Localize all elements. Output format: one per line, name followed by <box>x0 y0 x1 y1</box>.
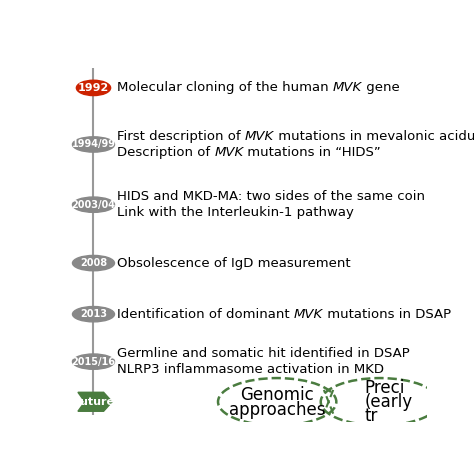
Ellipse shape <box>73 197 115 212</box>
Text: Molecular cloning of the human: Molecular cloning of the human <box>117 82 333 94</box>
Text: Preci: Preci <box>365 379 405 397</box>
Text: Genomic: Genomic <box>240 386 314 404</box>
Text: MVK: MVK <box>214 146 244 159</box>
Text: MVK: MVK <box>245 130 274 143</box>
Text: Link with the Interleukin-1 pathway: Link with the Interleukin-1 pathway <box>117 206 354 219</box>
Text: 2008: 2008 <box>80 258 107 268</box>
Ellipse shape <box>76 80 110 96</box>
Text: Future: Future <box>73 397 114 407</box>
Text: 2015/16: 2015/16 <box>72 356 116 366</box>
Text: mutations in “HIDS”: mutations in “HIDS” <box>244 146 381 159</box>
Text: Description of: Description of <box>117 146 214 159</box>
Ellipse shape <box>73 137 115 152</box>
Ellipse shape <box>73 354 115 369</box>
Polygon shape <box>78 392 112 411</box>
Text: MVK: MVK <box>294 308 323 321</box>
Text: NLRP3 inflammasome activation in MKD: NLRP3 inflammasome activation in MKD <box>117 363 384 376</box>
Text: Obsolescence of IgD measurement: Obsolescence of IgD measurement <box>117 256 350 270</box>
Text: First description of: First description of <box>117 130 245 143</box>
Text: Germline and somatic hit identified in DSAP: Germline and somatic hit identified in D… <box>117 347 410 360</box>
Ellipse shape <box>73 307 115 322</box>
Text: Identification of dominant: Identification of dominant <box>117 308 294 321</box>
Text: MVK: MVK <box>333 82 362 94</box>
Text: 2013: 2013 <box>80 309 107 319</box>
Text: mutations in mevalonic aciduria: mutations in mevalonic aciduria <box>274 130 474 143</box>
Text: 1992: 1992 <box>78 83 109 93</box>
Text: mutations in DSAP: mutations in DSAP <box>323 308 451 321</box>
Text: 2003/04: 2003/04 <box>72 200 116 210</box>
Text: HIDS and MKD-MA: two sides of the same coin: HIDS and MKD-MA: two sides of the same c… <box>117 190 425 203</box>
Text: tr: tr <box>365 407 378 425</box>
Text: 1994/99: 1994/99 <box>72 139 116 149</box>
Text: gene: gene <box>362 82 400 94</box>
Ellipse shape <box>73 255 115 271</box>
Text: approaches: approaches <box>229 401 326 419</box>
Text: (early: (early <box>365 393 412 411</box>
